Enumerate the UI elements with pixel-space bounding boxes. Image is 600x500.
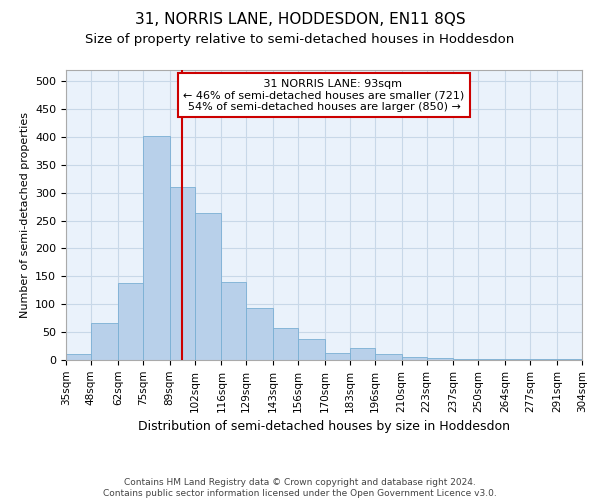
Bar bbox=[401, 356, 427, 360]
Bar bbox=[247, 308, 273, 360]
Text: Contains HM Land Registry data © Crown copyright and database right 2024.
Contai: Contains HM Land Registry data © Crown c… bbox=[103, 478, 497, 498]
Bar bbox=[350, 348, 375, 360]
Text: 31 NORRIS LANE: 93sqm
← 46% of semi-detached houses are smaller (721)
54% of sem: 31 NORRIS LANE: 93sqm ← 46% of semi-deta… bbox=[184, 78, 464, 112]
Bar bbox=[375, 354, 401, 360]
Text: 31, NORRIS LANE, HODDESDON, EN11 8QS: 31, NORRIS LANE, HODDESDON, EN11 8QS bbox=[134, 12, 466, 28]
Bar bbox=[194, 214, 221, 360]
Bar bbox=[66, 354, 91, 360]
Bar bbox=[91, 322, 118, 360]
X-axis label: Distribution of semi-detached houses by size in Hoddesdon: Distribution of semi-detached houses by … bbox=[138, 420, 510, 433]
Text: Size of property relative to semi-detached houses in Hoddesdon: Size of property relative to semi-detach… bbox=[85, 32, 515, 46]
Bar bbox=[273, 328, 298, 360]
Bar bbox=[325, 353, 350, 360]
Y-axis label: Number of semi-detached properties: Number of semi-detached properties bbox=[20, 112, 29, 318]
Bar bbox=[454, 359, 478, 360]
Bar bbox=[298, 339, 325, 360]
Bar bbox=[170, 187, 194, 360]
Bar bbox=[221, 282, 247, 360]
Bar bbox=[118, 283, 143, 360]
Bar bbox=[478, 359, 505, 360]
Bar bbox=[427, 358, 454, 360]
Bar bbox=[143, 136, 170, 360]
